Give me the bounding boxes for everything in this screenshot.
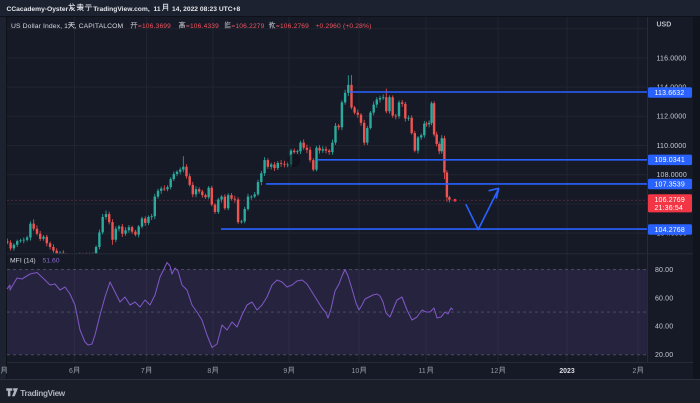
svg-text:12: 12 <box>491 368 499 375</box>
svg-text:=106.4339: =106.4339 <box>186 23 219 30</box>
svg-text:8: 8 <box>207 368 211 375</box>
svg-text:=106.2769: =106.2769 <box>276 23 309 30</box>
svg-text:80.00: 80.00 <box>655 267 673 274</box>
svg-text:10: 10 <box>352 368 360 375</box>
svg-text:11: 11 <box>419 368 426 375</box>
svg-text:=106.3699: =106.3699 <box>138 23 171 30</box>
svg-text:21:36:54: 21:36:54 <box>655 205 683 212</box>
svg-text:9: 9 <box>283 368 287 375</box>
svg-text:110.0000: 110.0000 <box>657 143 687 150</box>
svg-text:107.3539: 107.3539 <box>655 181 685 188</box>
svg-text:40.00: 40.00 <box>655 324 673 331</box>
svg-text:60.00: 60.00 <box>655 295 673 302</box>
svg-text:, CAPITALCOM: , CAPITALCOM <box>75 23 124 30</box>
svg-text:20.00: 20.00 <box>655 352 673 359</box>
svg-text:TradingView.com,: TradingView.com, <box>93 6 150 13</box>
svg-text:MFI (14): MFI (14) <box>10 258 36 265</box>
svg-text:109.0341: 109.0341 <box>655 157 685 164</box>
svg-text:CCacademy-Oyster: CCacademy-Oyster <box>7 6 69 13</box>
svg-text:2: 2 <box>633 368 637 375</box>
svg-text:+0.2960 (+0.28%): +0.2960 (+0.28%) <box>316 23 372 30</box>
svg-text:51.60: 51.60 <box>43 258 60 265</box>
svg-text:6: 6 <box>69 368 73 375</box>
svg-text:US Dollar Index, 1: US Dollar Index, 1 <box>11 23 68 30</box>
svg-text:108.0000: 108.0000 <box>657 172 687 179</box>
svg-text:TradingView: TradingView <box>20 389 66 398</box>
svg-text:116.0000: 116.0000 <box>657 55 687 62</box>
svg-text:112.0000: 112.0000 <box>657 114 687 121</box>
svg-text:11: 11 <box>154 6 161 13</box>
svg-text:104.2768: 104.2768 <box>655 227 685 234</box>
svg-text:2023: 2023 <box>559 368 574 375</box>
svg-text:113.6632: 113.6632 <box>655 90 685 97</box>
svg-text:USD: USD <box>657 22 672 29</box>
svg-text:=106.2279: =106.2279 <box>231 23 264 30</box>
svg-text:14, 2022 08:23 UTC+8: 14, 2022 08:23 UTC+8 <box>172 6 241 13</box>
svg-text:7: 7 <box>141 368 145 375</box>
svg-text:106.2769: 106.2769 <box>655 197 685 204</box>
